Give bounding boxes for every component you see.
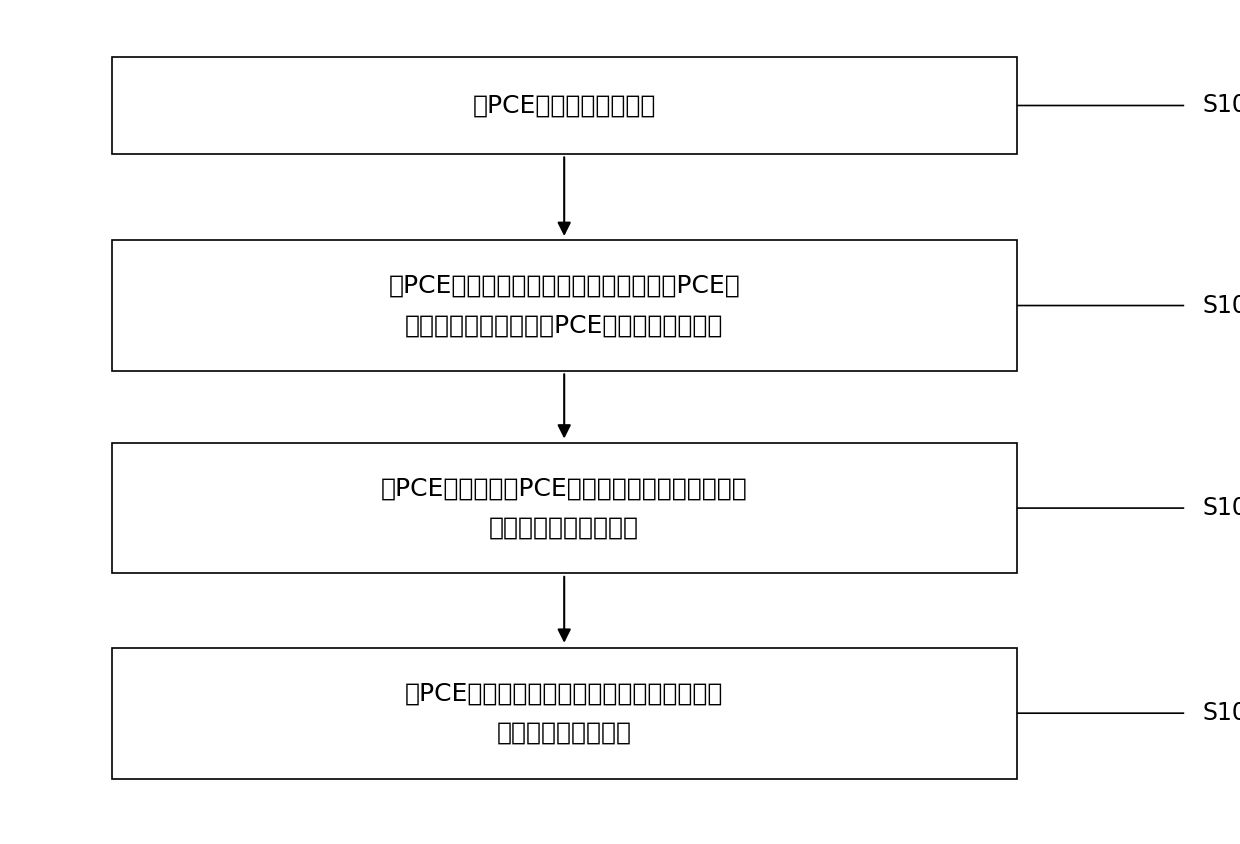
FancyBboxPatch shape [112, 442, 1017, 574]
Text: S106: S106 [1203, 496, 1240, 520]
FancyBboxPatch shape [112, 648, 1017, 778]
Text: S104: S104 [1203, 294, 1240, 317]
Text: S102: S102 [1203, 94, 1240, 117]
Text: 父PCE接收第一请求消息: 父PCE接收第一请求消息 [472, 94, 656, 117]
Text: 父PCE根据接收的所述跨域拓扑信息计算得到
跨域端到端最优路由: 父PCE根据接收的所述跨域拓扑信息计算得到 跨域端到端最优路由 [405, 682, 723, 744]
Text: 父PCE接收所述子PCE根据所述第二请求消息确定
并上报的跨域拓扑信息: 父PCE接收所述子PCE根据所述第二请求消息确定 并上报的跨域拓扑信息 [381, 477, 748, 539]
Text: 父PCE在第一请求消息的触发下向所述父PCE的
参与跨域路由计算的子PCE发送第二请求消息: 父PCE在第一请求消息的触发下向所述父PCE的 参与跨域路由计算的子PCE发送第… [388, 274, 740, 337]
FancyBboxPatch shape [112, 57, 1017, 154]
Text: S108: S108 [1203, 701, 1240, 725]
FancyBboxPatch shape [112, 240, 1017, 371]
